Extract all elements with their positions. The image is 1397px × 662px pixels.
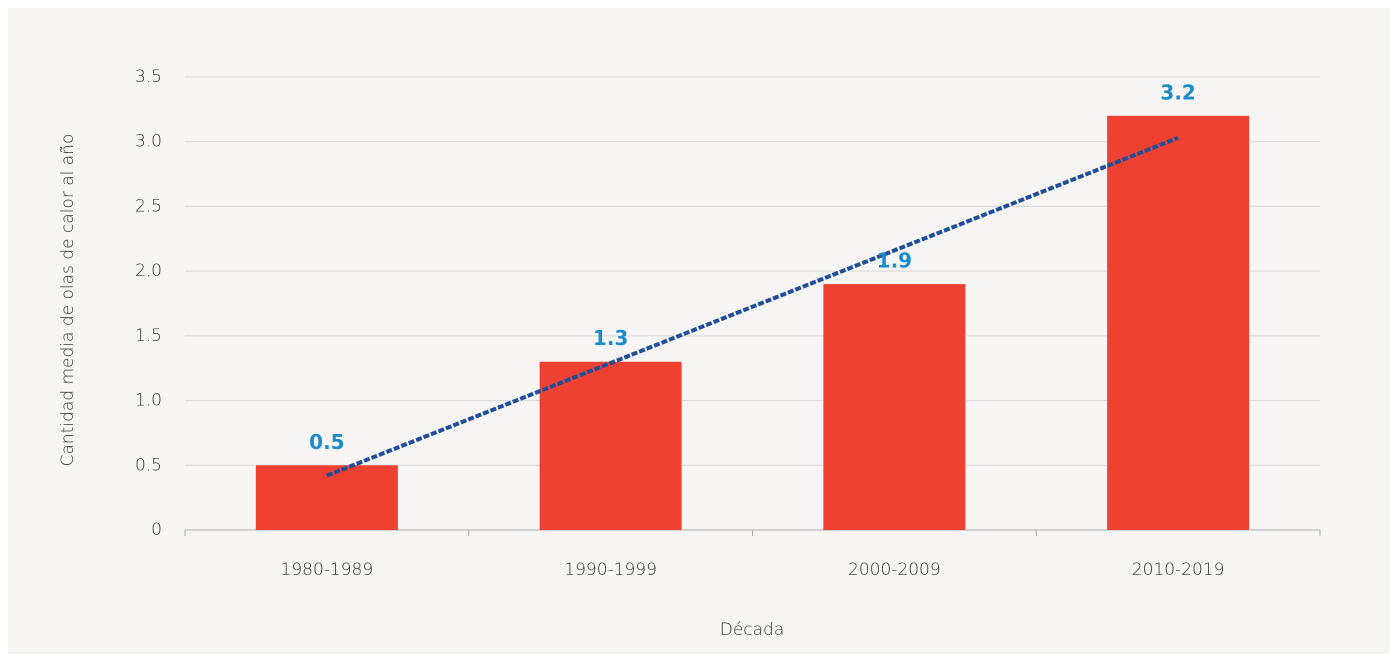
y-tick-label: 3.0 [135,132,162,152]
y-tick-label: 3.5 [135,67,162,87]
value-label: 1.9 [877,249,912,273]
y-tick-label: 1.5 [135,326,162,346]
x-tick-label: 1980-1989 [281,560,374,580]
y-tick-label: 2.0 [135,261,162,281]
x-tick-label: 2000-2009 [848,560,941,580]
bar [255,465,398,530]
value-label: 0.5 [309,430,344,454]
x-tick-label: 1990-1999 [564,560,657,580]
y-axis-title: Cantidad media de olas de calor al año [58,134,78,467]
y-tick-label: 0 [151,520,162,540]
value-label: 3.2 [1160,80,1195,104]
bar [539,361,682,530]
bar [1107,115,1250,530]
bar [823,284,966,530]
y-tick-label: 0.5 [135,455,162,475]
y-tick-label: 1.0 [135,391,162,411]
value-label: 1.3 [593,326,628,350]
x-tick-label: 2010-2019 [1132,560,1225,580]
trend-line [326,135,1179,478]
y-tick-label: 2.5 [135,196,162,216]
x-axis-title: Década [720,620,785,640]
